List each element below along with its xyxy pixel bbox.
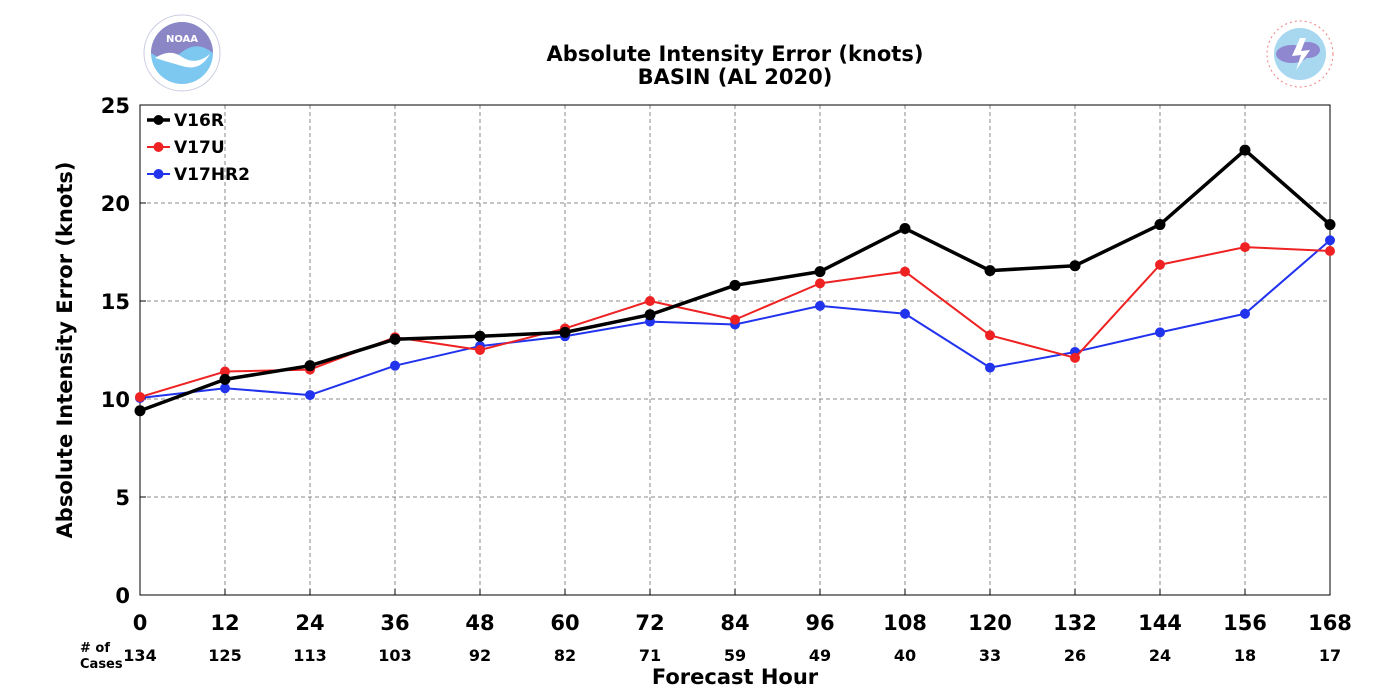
data-point-v17u xyxy=(1325,246,1335,257)
case-count: 134 xyxy=(123,646,156,665)
case-count: 59 xyxy=(724,646,746,665)
data-point-v17u xyxy=(475,345,485,355)
data-point-v17u xyxy=(730,314,740,325)
y-axis-ticks: 0 5 10 15 20 25 xyxy=(101,94,146,608)
case-count: 71 xyxy=(639,646,661,665)
case-count: 125 xyxy=(208,646,241,665)
case-count: 40 xyxy=(894,646,916,665)
x-tick-label: 36 xyxy=(380,611,409,635)
case-count: 92 xyxy=(469,646,491,665)
legend-swatch-marker xyxy=(153,142,164,152)
y-axis-label: Absolute Intensity Error (knots) xyxy=(53,162,77,539)
x-tick-label: 0 xyxy=(133,611,148,635)
legend-swatch-marker xyxy=(153,169,164,179)
data-point-v17u xyxy=(900,266,910,277)
data-point-v17hr2 xyxy=(305,390,315,401)
data-point-v17hr2 xyxy=(985,362,995,373)
x-tick-label: 72 xyxy=(635,611,664,635)
x-tick-label: 120 xyxy=(968,611,1012,635)
data-point-v17hr2 xyxy=(815,300,825,311)
data-point-v17u xyxy=(985,330,995,341)
x-tick-label: 24 xyxy=(295,611,324,635)
data-point-v16r xyxy=(304,360,316,372)
data-point-v16r xyxy=(559,326,571,338)
case-count: 26 xyxy=(1064,646,1086,665)
y-tick-label: 10 xyxy=(101,388,130,412)
noaa-logo: NOAA xyxy=(143,14,221,92)
case-count: 17 xyxy=(1319,646,1341,665)
x-tick-label: 156 xyxy=(1223,611,1267,635)
cases-label-line-1: # of xyxy=(80,641,110,656)
chart-subtitle: BASIN (AL 2020) xyxy=(638,65,833,89)
data-point-v17hr2 xyxy=(900,308,910,319)
y-tick-label: 25 xyxy=(101,94,130,118)
case-count: 113 xyxy=(293,646,326,665)
data-point-v16r xyxy=(729,279,741,291)
data-point-v17u xyxy=(220,366,230,377)
x-tick-label: 48 xyxy=(465,611,494,635)
cases-row: 134 125 113 103 92 82 71 59 49 40 33 26 24 18 17 xyxy=(123,646,1341,665)
data-point-v17hr2 xyxy=(1155,327,1165,338)
cases-label-line-2: Cases xyxy=(80,657,123,672)
case-count: 18 xyxy=(1234,646,1256,665)
data-point-v17hr2 xyxy=(220,383,230,394)
data-point-v16r xyxy=(389,333,401,345)
data-point-v16r xyxy=(1324,219,1336,231)
x-tick-label: 132 xyxy=(1053,611,1097,635)
x-axis-ticks: 0 12 24 36 48 60 72 84 96 108 120 132 144 156 168 xyxy=(133,589,1352,635)
data-point-v16r xyxy=(984,265,996,277)
y-tick-label: 0 xyxy=(115,584,130,608)
data-point-v17hr2 xyxy=(1325,235,1335,246)
chart-title: Absolute Intensity Error (knots) xyxy=(547,42,924,66)
x-tick-label: 168 xyxy=(1308,611,1352,635)
data-point-v17hr2 xyxy=(1240,308,1250,319)
data-point-v17u xyxy=(1070,352,1080,363)
data-point-v17u xyxy=(645,296,655,306)
y-tick-label: 15 xyxy=(101,290,130,314)
data-point-v16r xyxy=(814,266,826,278)
x-tick-label: 144 xyxy=(1138,611,1182,635)
case-count: 33 xyxy=(979,646,1001,665)
x-tick-label: 60 xyxy=(550,611,579,635)
x-tick-label: 12 xyxy=(210,611,239,635)
case-count: 103 xyxy=(378,646,411,665)
data-point-v17u xyxy=(815,278,825,289)
data-point-v16r xyxy=(1239,144,1251,156)
y-tick-label: 20 xyxy=(101,192,130,216)
data-point-v16r xyxy=(899,222,911,234)
data-point-v16r xyxy=(134,405,146,417)
data-point-v16r xyxy=(644,309,656,321)
data-point-v17u xyxy=(1155,259,1165,270)
nws-logo xyxy=(1263,17,1337,91)
series-layer xyxy=(134,144,1336,417)
legend-swatch-marker xyxy=(153,115,164,125)
legend-label-v17u: V17U xyxy=(174,138,225,158)
legend: V16R V17U V17HR2 xyxy=(147,111,250,185)
y-tick-label: 5 xyxy=(115,486,130,510)
x-axis-label: Forecast Hour xyxy=(652,665,819,689)
data-point-v17hr2 xyxy=(390,360,400,371)
case-count: 24 xyxy=(1149,646,1171,665)
data-point-v17u xyxy=(135,392,145,403)
legend-label-v16r: V16R xyxy=(174,111,224,131)
data-point-v16r xyxy=(474,330,486,342)
data-point-v16r xyxy=(219,373,231,385)
noaa-logo-text: NOAA xyxy=(166,34,198,45)
x-tick-label: 84 xyxy=(720,611,749,635)
case-count: 82 xyxy=(554,646,576,665)
grid xyxy=(140,105,1330,595)
data-point-v17u xyxy=(1240,242,1250,253)
x-tick-label: 108 xyxy=(883,611,927,635)
legend-label-v17hr2: V17HR2 xyxy=(174,165,250,185)
case-count: 49 xyxy=(809,646,831,665)
data-point-v16r xyxy=(1154,219,1166,231)
x-tick-label: 96 xyxy=(805,611,834,635)
data-point-v16r xyxy=(1069,260,1081,272)
